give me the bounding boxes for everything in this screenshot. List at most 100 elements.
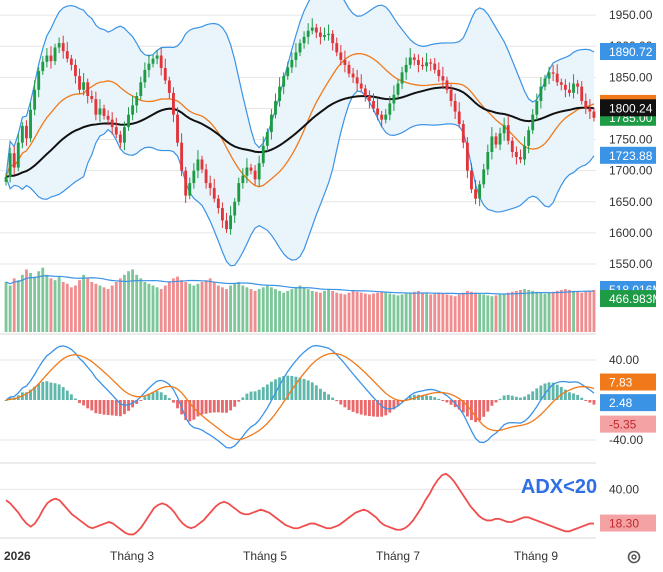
macd-histogram-bar: [502, 395, 506, 400]
candle: [106, 115, 110, 120]
macd-histogram-bar: [41, 381, 45, 400]
macd-histogram-bar: [335, 400, 339, 402]
volume-bar: [486, 295, 490, 332]
candle: [114, 127, 118, 135]
volume-bar: [306, 289, 310, 332]
macd-histogram-bar: [482, 400, 486, 417]
candle: [204, 169, 208, 184]
candle: [94, 99, 98, 115]
macd-histogram-bar: [498, 398, 502, 400]
macd-histogram-bar: [351, 400, 355, 412]
macd-histogram-bar: [429, 395, 433, 400]
macd-histogram-bar: [323, 391, 326, 400]
volume-bar: [580, 292, 584, 332]
candle: [457, 111, 461, 124]
volume-bar: [376, 292, 380, 332]
candle: [69, 58, 73, 65]
candle: [253, 170, 257, 180]
candle: [478, 184, 482, 199]
volume-bar: [225, 289, 228, 332]
bollinger-lower-line: [5, 90, 595, 267]
candle: [61, 43, 65, 52]
candle: [559, 82, 563, 85]
macd-histogram-bar: [123, 400, 126, 415]
candle: [372, 100, 375, 109]
macd-histogram-bar: [94, 400, 98, 414]
volume-bar: [78, 280, 81, 332]
volume-bar: [551, 291, 555, 332]
gear-icon[interactable]: [627, 550, 641, 564]
candle: [237, 183, 241, 202]
macd-histogram-bar: [331, 397, 335, 400]
volume-bar: [192, 285, 196, 332]
volume-bar: [457, 294, 461, 332]
candle: [404, 64, 408, 73]
macd-histogram-bar: [49, 382, 53, 400]
volume-bar: [437, 292, 441, 332]
macd-histogram-bar: [310, 382, 314, 400]
adx-value-badge: [600, 514, 656, 532]
macd-histogram-bar: [269, 381, 273, 400]
candle: [229, 215, 233, 230]
macd-histogram-bar: [45, 381, 49, 400]
candle: [29, 109, 32, 139]
candle: [416, 59, 420, 65]
volume-bar: [86, 278, 90, 332]
macd-histogram-bar: [449, 400, 453, 405]
volume-bar: [114, 281, 118, 332]
candle: [376, 108, 380, 115]
macd-histogram-bar: [559, 386, 563, 400]
macd-histogram-bar: [588, 400, 592, 403]
macd-histogram-bar: [474, 400, 477, 423]
macd-histogram-bar: [110, 400, 114, 416]
candle: [176, 114, 179, 143]
volume-bar: [147, 283, 151, 332]
candle: [180, 142, 184, 171]
volume-bar: [20, 274, 24, 332]
candle: [563, 84, 567, 90]
volume-bar: [351, 290, 355, 332]
volume-bar: [249, 289, 253, 332]
macd-histogram-bar: [294, 376, 298, 400]
candle: [498, 133, 502, 145]
volume-bar: [290, 289, 294, 332]
macd-histogram-bar: [33, 386, 37, 400]
macd-value-label: 2.48: [609, 396, 633, 410]
volume-bar: [16, 280, 20, 332]
candle: [318, 32, 322, 37]
candle: [539, 86, 543, 101]
macd-histogram-bar: [261, 387, 265, 400]
candle: [461, 124, 465, 143]
volume-bar: [131, 269, 135, 332]
macd-histogram-bar: [302, 378, 306, 400]
candle: [127, 114, 130, 128]
macd-histogram-label: -5.35: [609, 418, 637, 432]
macd-histogram-bar: [433, 397, 437, 400]
volume-bar: [233, 283, 237, 332]
candle: [306, 30, 310, 37]
macd-histogram-bar: [216, 400, 220, 413]
volume-bar: [208, 278, 212, 332]
candle: [547, 72, 551, 79]
time-tick-label: 2026: [4, 549, 31, 563]
candle: [519, 156, 522, 160]
candle: [192, 170, 196, 184]
macd-histogram-bar: [572, 393, 575, 400]
volume-bar: [576, 291, 580, 332]
price-tick-label: 1600.00: [609, 226, 653, 240]
macd-histogram-bar: [159, 392, 163, 400]
macd-line: [5, 344, 595, 449]
macd-histogram-bar: [510, 395, 514, 400]
volume-bar: [425, 293, 428, 332]
macd-histogram-bar: [212, 400, 216, 413]
candle: [241, 175, 245, 184]
volume-bar: [588, 290, 592, 332]
candle: [278, 86, 282, 101]
candle: [568, 89, 571, 93]
macd-histogram-bar: [551, 382, 555, 400]
volume-bar: [445, 294, 449, 332]
adx-tick-label: 40.00: [609, 482, 639, 496]
macd-histogram-bar: [90, 400, 94, 411]
macd-histogram-bar: [37, 383, 41, 400]
volume-bar: [584, 291, 588, 332]
